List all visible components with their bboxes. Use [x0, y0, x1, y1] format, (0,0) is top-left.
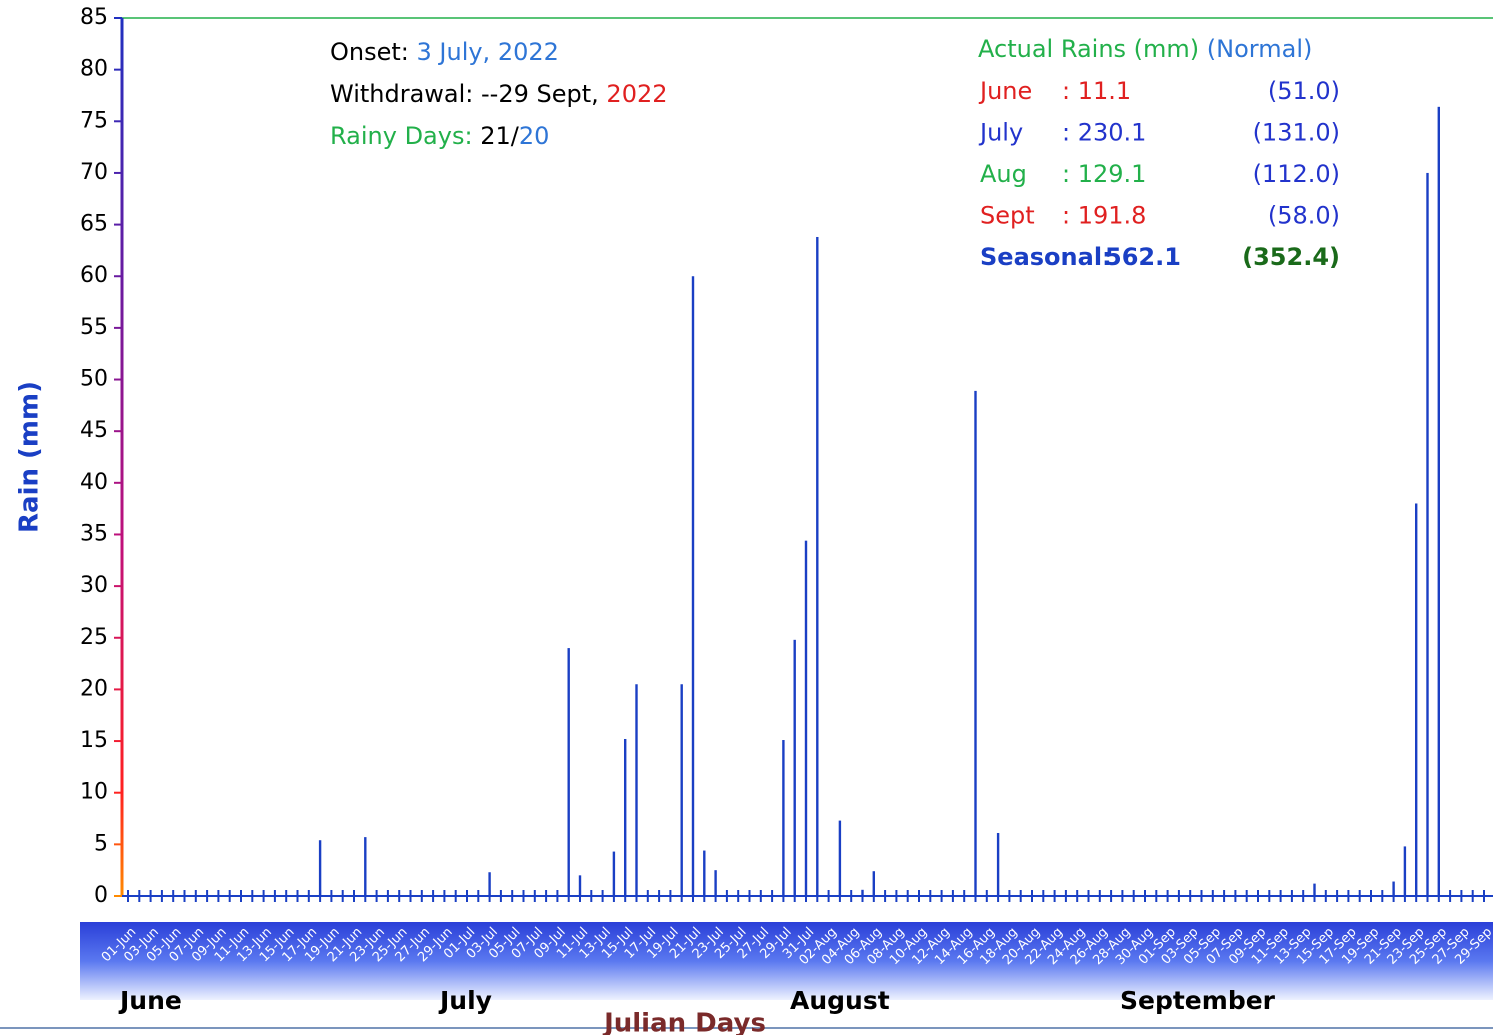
info-text: 3 July, 2022 [417, 38, 559, 66]
rains-month: Sept [980, 202, 1035, 230]
y-tick-label: 70 [80, 160, 108, 185]
y-axis-title: Rain (mm) [15, 381, 45, 533]
y-tick-label: 65 [80, 212, 108, 237]
bar [578, 875, 582, 896]
rains-normal: (352.4) [1242, 243, 1340, 271]
y-tick-label: 5 [94, 831, 108, 856]
bar [804, 540, 808, 896]
y-tick-label: 35 [80, 521, 108, 546]
y-tick-label: 60 [80, 263, 108, 288]
bar [680, 684, 683, 896]
y-tick-label: 20 [80, 676, 108, 701]
bar [1415, 503, 1418, 896]
bar [624, 738, 627, 896]
y-tick-label: 85 [80, 5, 108, 30]
info-line: Withdrawal: --29 Sept, 2022 [330, 80, 668, 108]
bar [996, 832, 1000, 896]
bar [567, 648, 570, 896]
rains-amount: : 129.1 [1062, 160, 1146, 188]
bar [861, 889, 864, 896]
info-text: 21/ [480, 122, 520, 150]
month-label: June [118, 986, 182, 1015]
bar [1426, 172, 1429, 897]
y-tick-label: 0 [94, 883, 108, 908]
bar [691, 276, 695, 896]
rains-normal: (112.0) [1253, 160, 1340, 188]
bar [816, 236, 819, 897]
bar [872, 871, 875, 896]
rains-amount: : 230.1 [1062, 119, 1146, 147]
bar [488, 872, 491, 896]
rains-amount: : 191.8 [1062, 202, 1146, 230]
date-band [80, 922, 1493, 1000]
month-label: August [790, 986, 890, 1015]
month-label: July [438, 986, 492, 1015]
y-tick-label: 45 [80, 418, 108, 443]
y-tick-label: 10 [80, 780, 108, 805]
bar [782, 740, 785, 896]
y-tick-label: 80 [80, 57, 108, 82]
bar [635, 684, 638, 896]
bar [318, 840, 322, 896]
rains-title: Actual Rains (mm) (Normal) [978, 35, 1312, 63]
info-text: Rainy Days: [330, 122, 480, 150]
bar [612, 851, 616, 896]
info-text: Onset: [330, 38, 417, 66]
rains-amount: : 11.1 [1062, 77, 1131, 105]
rains-normal: (131.0) [1253, 119, 1340, 147]
bar [1392, 881, 1395, 896]
bar [974, 390, 977, 896]
y-tick-label: 50 [80, 367, 108, 392]
x-axis-title: Julian Days [602, 1009, 766, 1035]
y-tick-label: 55 [80, 315, 108, 340]
info-line: Rainy Days: 21/20 [330, 122, 549, 150]
bar [364, 837, 367, 896]
bar [1313, 883, 1316, 896]
rains-normal: (51.0) [1268, 77, 1340, 105]
bar [714, 870, 717, 896]
bar [1437, 106, 1440, 896]
bar [793, 639, 796, 896]
bar [1403, 846, 1407, 896]
rains-month: June [978, 77, 1032, 105]
rains-title-text: Actual Rains (mm) [978, 35, 1207, 63]
rains-amount: 562.1 [1105, 243, 1181, 271]
y-tick-label: 15 [80, 728, 108, 753]
y-tick-label: 75 [80, 108, 108, 133]
y-tick-label: 30 [80, 573, 108, 598]
y-tick-label: 40 [80, 470, 108, 495]
bar [703, 850, 706, 896]
rains-month: July [978, 119, 1023, 147]
info-text: 20 [519, 122, 550, 150]
y-tick-label: 25 [80, 625, 108, 650]
rains-normal: (58.0) [1268, 202, 1340, 230]
info-text: Withdrawal: --29 Sept, [330, 80, 606, 108]
rains-month: Aug [980, 160, 1027, 188]
info-line: Onset: 3 July, 2022 [330, 38, 559, 66]
month-label: September [1120, 986, 1276, 1015]
rains-month: Seasonal: [980, 243, 1112, 271]
rains-title-text: (Normal) [1207, 35, 1313, 63]
bar [838, 820, 842, 896]
info-text: 2022 [606, 80, 667, 108]
